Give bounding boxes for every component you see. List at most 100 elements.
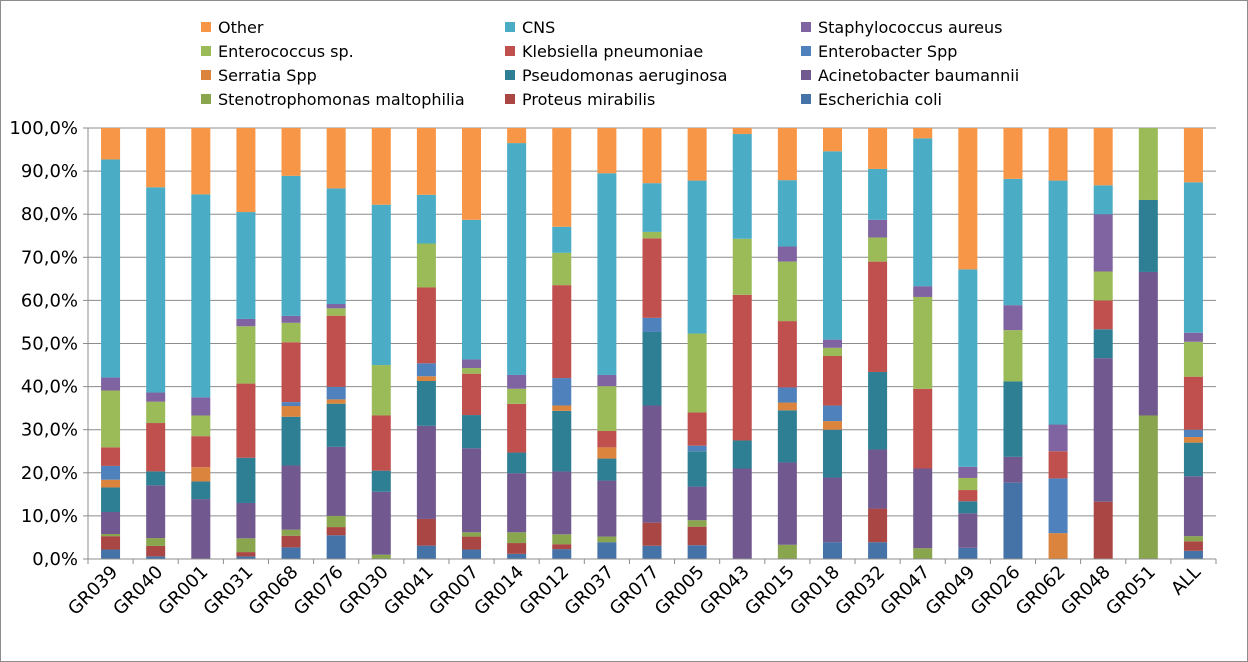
bar-segment-gr030-pseudomonas-aeruginosa	[371, 470, 391, 492]
bar-segment-gr007-escherichia-coli	[462, 549, 482, 559]
legend-item-cns: CNS	[505, 18, 555, 37]
bar-segment-gr047-klebsiella-pneumoniae	[913, 388, 933, 469]
bar-segment-gr005-acinetobacter-baumannii	[687, 486, 707, 521]
bar-segment-gr001-other	[191, 128, 211, 195]
bar-segment-gr040-acinetobacter-baumannii	[146, 485, 166, 539]
legend-swatch	[505, 70, 515, 80]
bar-segment-gr015-staphylococcus-aureus	[777, 246, 797, 262]
bar-segment-gr048-proteus-mirabilis	[1093, 501, 1113, 559]
bar-segment-gr026-cns	[1003, 178, 1023, 306]
x-tick-label-gr032: GR032	[831, 562, 889, 620]
bar-segment-gr030-stenotrophomonas-maltophilia	[371, 554, 391, 559]
bar-segment-gr062-cns	[1048, 180, 1068, 425]
legend-item-escherichia-coli: Escherichia coli	[801, 90, 942, 109]
bar-segment-gr040-klebsiella-pneumoniae	[146, 423, 166, 472]
bar-segment-gr018-cns	[822, 151, 842, 340]
bar-segment-gr014-acinetobacter-baumannii	[507, 473, 527, 533]
bar-segment-gr026-staphylococcus-aureus	[1003, 305, 1023, 331]
bar-segment-gr037-klebsiella-pneumoniae	[597, 430, 617, 448]
x-tick-label-gr068: GR068	[245, 562, 303, 620]
x-tick-label-gr031: GR031	[200, 562, 258, 620]
bar-segment-gr076-staphylococcus-aureus	[326, 304, 346, 309]
bar-segment-gr077-klebsiella-pneumoniae	[642, 238, 662, 318]
bar-segment-gr040-other	[146, 128, 166, 188]
bars	[101, 128, 1203, 559]
bar-segment-gr026-escherichia-coli	[1003, 482, 1023, 559]
bar-segment-gr076-proteus-mirabilis	[326, 527, 346, 536]
bar-segment-gr005-other	[687, 128, 707, 181]
bar-segment-gr068-serratia-spp	[281, 405, 301, 417]
bar-segment-gr051-pseudomonas-aeruginosa	[1138, 199, 1158, 272]
legend-item-enterobacter-spp: Enterobacter Spp	[801, 42, 957, 61]
bar-segment-gr076-pseudomonas-aeruginosa	[326, 403, 346, 447]
bar-segment-gr007-proteus-mirabilis	[462, 536, 482, 550]
legend-item-klebsiella-pneumoniae: Klebsiella pneumoniae	[505, 42, 703, 61]
y-tick-label: 60,0%	[21, 290, 78, 311]
bar-segment-gr043-acinetobacter-baumannii	[732, 468, 752, 559]
y-tick-label: 10,0%	[21, 506, 78, 527]
bar-segment-all-acinetobacter-baumannii	[1183, 476, 1203, 537]
bar-segment-gr005-enterobacter-spp	[687, 445, 707, 452]
x-tick-label-gr012: GR012	[515, 562, 573, 620]
bar-segment-gr039-cns	[101, 159, 121, 378]
bar-segment-gr026-other	[1003, 128, 1023, 179]
bar-segment-gr012-other	[552, 128, 572, 227]
bar-segment-gr040-stenotrophomonas-maltophilia	[146, 538, 166, 546]
legend-label: Enterococcus sp.	[218, 42, 354, 61]
bar-segment-gr051-acinetobacter-baumannii	[1138, 271, 1158, 416]
bar-segment-all-klebsiella-pneumoniae	[1183, 376, 1203, 430]
bar-segment-gr037-pseudomonas-aeruginosa	[597, 458, 617, 481]
bar-segment-gr039-stenotrophomonas-maltophilia	[101, 534, 121, 537]
y-tick-label: 50,0%	[21, 334, 78, 355]
bar-segment-gr049-pseudomonas-aeruginosa	[958, 501, 978, 514]
bar-segment-gr001-serratia-spp	[191, 467, 211, 482]
bar-segment-gr047-other	[913, 128, 933, 139]
bar-segment-gr076-escherichia-coli	[326, 535, 346, 559]
bar-segment-gr032-acinetobacter-baumannii	[868, 449, 888, 509]
bar-segment-gr031-acinetobacter-baumannii	[236, 502, 256, 539]
bar-segment-gr062-other	[1048, 128, 1068, 181]
bar-segment-gr015-stenotrophomonas-maltophilia	[777, 544, 797, 559]
legend-label: Escherichia coli	[818, 90, 942, 109]
bar-segment-gr018-other	[822, 128, 842, 152]
bar-segment-gr018-enterococcus-sp	[822, 347, 842, 356]
bar-segment-gr077-proteus-mirabilis	[642, 522, 662, 546]
bar-segment-gr039-acinetobacter-baumannii	[101, 512, 121, 535]
bar-segment-gr039-enterococcus-sp	[101, 390, 121, 448]
x-tick-label-gr005: GR005	[651, 562, 709, 620]
x-tick-label-gr014: GR014	[470, 562, 528, 620]
bar-segment-gr076-stenotrophomonas-maltophilia	[326, 515, 346, 528]
bar-segment-gr051-enterococcus-sp	[1138, 128, 1158, 200]
bar-segment-gr007-staphylococcus-aureus	[462, 359, 482, 369]
bar-segment-all-pseudomonas-aeruginosa	[1183, 442, 1203, 477]
y-tick-label: 80,0%	[21, 204, 78, 225]
x-tick-label-gr018: GR018	[786, 562, 844, 620]
bar-segment-gr031-pseudomonas-aeruginosa	[236, 457, 256, 503]
bar-segment-gr032-klebsiella-pneumoniae	[868, 261, 888, 372]
bar-segment-gr015-cns	[777, 180, 797, 247]
bar-segment-gr049-klebsiella-pneumoniae	[958, 490, 978, 502]
bar-segment-gr014-enterococcus-sp	[507, 388, 527, 404]
legend-swatch	[801, 22, 811, 32]
x-tick-label-gr001: GR001	[154, 562, 212, 620]
bar-segment-gr005-klebsiella-pneumoniae	[687, 412, 707, 446]
legend-label: Serratia Spp	[218, 66, 317, 85]
bar-segment-gr018-acinetobacter-baumannii	[822, 477, 842, 543]
bar-segment-gr048-acinetobacter-baumannii	[1093, 358, 1113, 502]
bar-segment-gr068-escherichia-coli	[281, 547, 301, 559]
bar-segment-gr012-cns	[552, 226, 572, 253]
bar-segment-gr007-acinetobacter-baumannii	[462, 448, 482, 533]
bar-segment-gr040-proteus-mirabilis	[146, 545, 166, 557]
bar-segment-all-enterobacter-spp	[1183, 429, 1203, 438]
bar-segment-gr037-acinetobacter-baumannii	[597, 480, 617, 537]
x-tick-label-gr076: GR076	[290, 562, 348, 620]
bar-segment-gr076-enterococcus-sp	[326, 308, 346, 316]
legend-label: Enterobacter Spp	[818, 42, 957, 61]
legend-label: Staphylococcus aureus	[818, 18, 1002, 37]
bar-segment-all-other	[1183, 128, 1203, 183]
bar-segment-gr077-enterobacter-spp	[642, 317, 662, 332]
legend-label: Proteus mirabilis	[522, 90, 655, 109]
bar-segment-gr026-pseudomonas-aeruginosa	[1003, 381, 1023, 457]
bar-segment-gr007-other	[462, 128, 482, 220]
bar-segment-gr039-other	[101, 128, 121, 160]
